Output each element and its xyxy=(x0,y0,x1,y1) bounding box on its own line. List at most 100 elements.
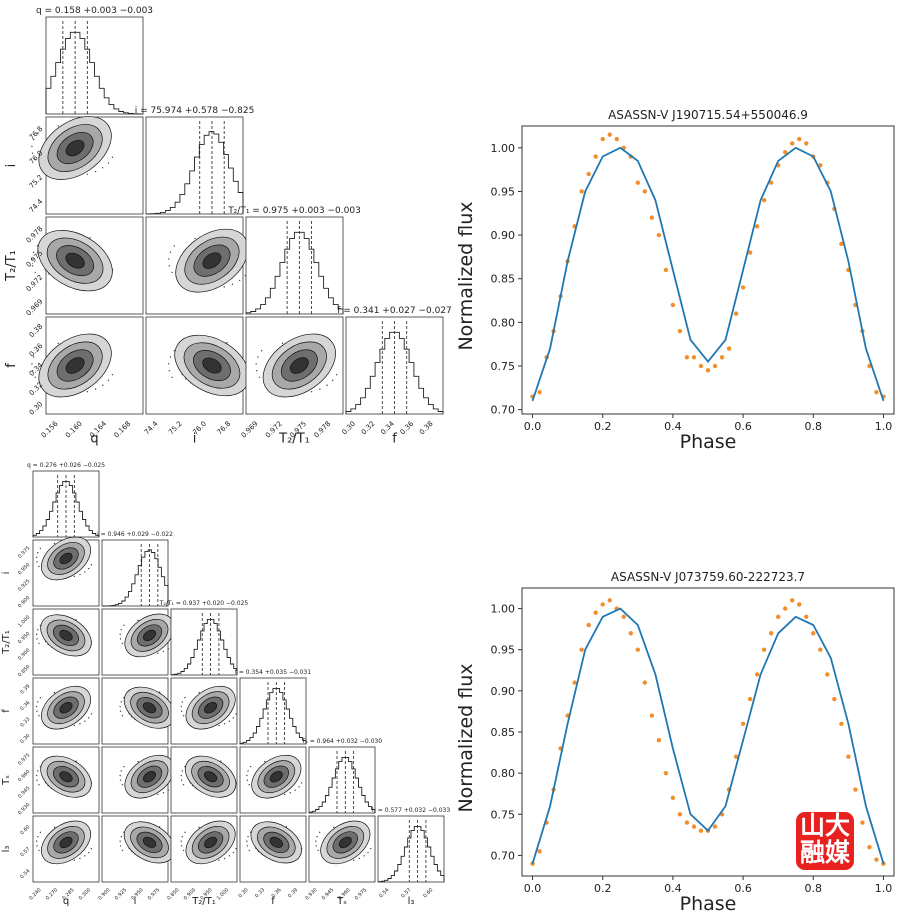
sample-point xyxy=(121,849,124,852)
data-point xyxy=(740,285,746,290)
sample-point xyxy=(36,779,38,781)
sample-point xyxy=(367,851,369,854)
data-point xyxy=(768,631,774,636)
data-point xyxy=(797,602,802,607)
histogram-panel: q = 0.158 +0.003 −0.003 xyxy=(36,6,153,115)
sample-point xyxy=(181,701,184,703)
x-tick-label: 0.978 xyxy=(312,420,332,440)
x-tick-label: 0.54 xyxy=(378,887,390,899)
sample-point xyxy=(180,705,182,708)
x-tick-label: 76.8 xyxy=(216,420,233,437)
chart-title: ASASSN-V J190715.54+550046.9 xyxy=(608,108,808,122)
data-point xyxy=(670,302,676,308)
data-point xyxy=(712,824,718,829)
y-param-label: Tₛ xyxy=(1,775,12,786)
y-tick-label: 0.95 xyxy=(491,185,516,198)
sample-point xyxy=(182,715,185,717)
sample-point xyxy=(264,760,266,763)
y-param-label: T₂/T₁ xyxy=(4,250,19,282)
sample-point xyxy=(157,652,159,654)
density-contour xyxy=(59,771,73,783)
sample-point xyxy=(88,567,90,570)
sample-point xyxy=(36,350,39,352)
sample-point xyxy=(94,388,97,390)
sample-point xyxy=(31,363,33,365)
chart-title: ASASSN-V J073759.60-222723.7 xyxy=(611,570,805,584)
data-point xyxy=(600,602,605,607)
contour-panel xyxy=(101,746,176,814)
param-title: T₂/T₁ = 0.975 +0.003 −0.003 xyxy=(227,206,361,216)
x-tick-label: 0.930 xyxy=(304,887,318,901)
sample-point xyxy=(173,350,175,352)
data-point xyxy=(783,149,788,155)
sample-point xyxy=(79,723,81,725)
sample-point xyxy=(38,849,40,852)
sample-point xyxy=(232,851,235,854)
sample-point xyxy=(310,391,313,393)
sample-point xyxy=(171,376,173,378)
histogram-steps xyxy=(145,131,244,215)
y-tick-label: 0.975 xyxy=(17,752,31,766)
sample-point xyxy=(38,642,40,645)
x-param-label: i xyxy=(193,432,197,447)
histogram-panel: q = 0.276 +0.026 −0.025 xyxy=(27,462,105,538)
param-title: f = 0.354 +0.035 −0.031 xyxy=(235,669,312,676)
histogram-steps xyxy=(239,687,307,744)
sample-point xyxy=(90,847,93,850)
y-tick-label: 0.85 xyxy=(491,726,516,739)
density-contour xyxy=(204,701,218,714)
data-point xyxy=(790,598,795,603)
data-point xyxy=(825,672,830,677)
sample-point xyxy=(119,705,121,708)
y-tick-label: 0.75 xyxy=(491,360,516,373)
data-point xyxy=(663,770,669,776)
y-tick-label: 0.33 xyxy=(19,716,31,728)
data-point xyxy=(635,180,641,185)
sample-point xyxy=(31,258,33,260)
x-axis-label: Phase xyxy=(680,431,737,453)
x-tick-label: 0.38 xyxy=(418,420,435,437)
data-point xyxy=(642,189,648,194)
logo-badge: 山大 融媒 xyxy=(796,812,854,870)
sample-point xyxy=(168,258,170,260)
sample-point xyxy=(36,845,38,847)
sample-point xyxy=(247,770,249,772)
sample-point xyxy=(248,784,250,786)
panel-frame xyxy=(239,677,307,745)
sample-point xyxy=(171,271,173,274)
data-point xyxy=(642,680,648,685)
histogram-panel: Tₛ = 0.964 +0.032 −0.030 xyxy=(301,738,382,814)
x-param-label: T₂/T₁ xyxy=(191,896,216,907)
data-point xyxy=(593,610,598,615)
sample-point xyxy=(162,792,165,794)
sample-point xyxy=(119,779,122,781)
sample-point xyxy=(35,705,38,708)
sample-point xyxy=(167,789,170,791)
sample-point xyxy=(111,156,114,158)
data-point xyxy=(600,136,605,142)
sample-point xyxy=(39,547,42,550)
y-tick-label: 0.850 xyxy=(17,664,31,678)
sample-point xyxy=(123,624,125,627)
sample-point xyxy=(35,633,38,635)
x-tick-label: 1.000 xyxy=(216,887,230,901)
y-tick-label: 0.972 xyxy=(25,273,45,293)
sample-point xyxy=(121,642,124,645)
x-tick-label: 0.0 xyxy=(524,420,542,433)
sample-point xyxy=(120,701,122,703)
data-point xyxy=(853,787,858,792)
y-tick-label: 0.57 xyxy=(19,846,31,858)
y-tick-label: 0.950 xyxy=(17,631,31,645)
y-tick-label: 0.969 xyxy=(25,298,45,318)
y-param-label: T₂/T₁ xyxy=(1,630,12,655)
plot-frame xyxy=(521,125,895,415)
x-tick-label: 0.8 xyxy=(805,420,823,433)
sample-point xyxy=(358,857,360,860)
y-tick-label: 0.85 xyxy=(491,273,516,286)
sample-point xyxy=(184,696,186,699)
data-point xyxy=(804,614,809,619)
x-tick-label: 75.2 xyxy=(167,420,184,437)
